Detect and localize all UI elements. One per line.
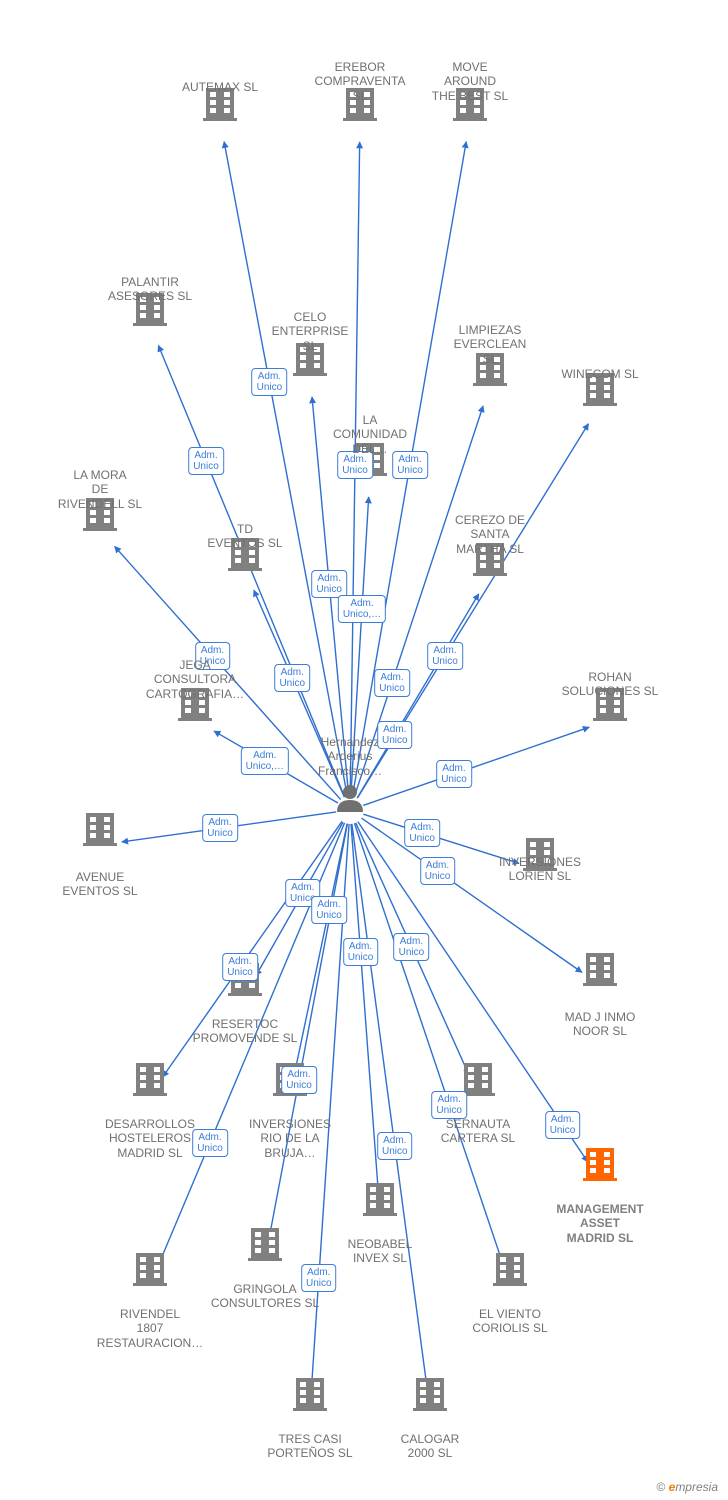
company-node-label[interactable]: RESERTOCPROMOVENDE SL: [193, 1017, 298, 1046]
company-node-label[interactable]: MAD J INMONOOR SL: [565, 1010, 636, 1039]
edge-label: Adm.Unico: [192, 1129, 228, 1157]
company-node-label[interactable]: RIVENDEL1807RESTAURACION…: [97, 1307, 203, 1350]
edge-label: Adm.Unico: [377, 721, 413, 749]
company-building-icon[interactable]: [248, 1228, 282, 1261]
edge-label: Adm.Unico: [431, 1091, 467, 1119]
company-node-label[interactable]: CALOGAR2000 SL: [401, 1432, 460, 1461]
company-node-label[interactable]: LACOMUNIDADDEL…: [333, 413, 407, 456]
company-building-icon[interactable]: [413, 1378, 447, 1411]
company-building-icon[interactable]: [133, 1063, 167, 1096]
company-building-icon[interactable]: [583, 1148, 617, 1181]
company-node-label[interactable]: PALANTIRASESORES SL: [108, 275, 192, 304]
company-building-icon[interactable]: [583, 953, 617, 986]
company-building-icon[interactable]: [133, 1253, 167, 1286]
company-node-label[interactable]: EREBORCOMPRAVENTASL: [315, 60, 406, 103]
edge-label: Adm.Unico: [436, 760, 472, 788]
company-node-label[interactable]: INVERSIONESRIO DE LABRUJA…: [249, 1117, 331, 1160]
copyright-symbol: ©: [656, 1480, 665, 1494]
company-node-label[interactable]: NEOBABELINVEX SL: [348, 1237, 413, 1266]
edge-label: Adm.Unico: [188, 447, 224, 475]
company-building-icon[interactable]: [363, 1183, 397, 1216]
company-node-label[interactable]: DESARROLLOSHOSTELEROSMADRID SL: [105, 1117, 195, 1160]
edge-label: Adm.Unico: [377, 1132, 413, 1160]
edge: [363, 814, 519, 863]
company-node-label[interactable]: MANAGEMENTASSETMADRID SL: [556, 1202, 643, 1245]
brand-rest: mpresia: [675, 1480, 718, 1494]
edge-label: Adm.Unico,…: [241, 747, 289, 775]
company-node-label[interactable]: ROHANSOLUCIONES SL: [562, 670, 659, 699]
copyright: © empresia: [656, 1480, 718, 1494]
company-node-label[interactable]: AUTEMAX SL: [182, 80, 258, 94]
company-node-label[interactable]: TDEVENTOS SL: [207, 522, 282, 551]
edge: [351, 824, 378, 1193]
company-node-label[interactable]: EL VIENTOCORIOLIS SL: [472, 1307, 547, 1336]
company-node-label[interactable]: CELOENTERPRISESL: [272, 310, 349, 353]
company-building-icon[interactable]: [493, 1253, 527, 1286]
edge-label: Adm.Unico: [545, 1111, 581, 1139]
company-node-label[interactable]: SERNAUTACARTERA SL: [441, 1117, 515, 1146]
edge-label: Adm.Unico: [427, 642, 463, 670]
edge-label: Adm.Unico: [281, 1066, 317, 1094]
edge-label: Adm.Unico: [222, 953, 258, 981]
company-building-icon[interactable]: [83, 813, 117, 846]
company-node-label[interactable]: INVERSIONESLORIEN SL: [499, 855, 581, 884]
edge-label: Adm.Unico: [311, 896, 347, 924]
company-node-label[interactable]: JEGACONSULTORACARTOGRAFIA…: [146, 658, 244, 701]
center-node-label: HernandezArderiusFrancisco…: [318, 735, 382, 778]
edge-label: Adm.Unico: [420, 857, 456, 885]
edge-label: Adm.Unico: [404, 819, 440, 847]
company-node-label[interactable]: WINECOM SL: [561, 367, 638, 381]
company-building-icon[interactable]: [293, 1378, 327, 1411]
edge-label: Adm.Unico: [202, 814, 238, 842]
company-node-label[interactable]: MOVEAROUNDTHE BEST SL: [432, 60, 508, 103]
edge-label: Adm.Unico: [374, 669, 410, 697]
company-node-label[interactable]: LIMPIEZASEVERCLEANSL: [454, 323, 527, 366]
edge-label: Adm.Unico: [394, 933, 430, 961]
company-node-label[interactable]: AVENUEEVENTOS SL: [62, 870, 137, 899]
company-node-label[interactable]: TRES CASIPORTEÑOS SL: [267, 1432, 352, 1461]
company-node-label[interactable]: CEREZO DESANTAMARTHA SL: [455, 513, 525, 556]
edge-label: Adm.Unico: [343, 938, 379, 966]
edge-label: Adm.Unico: [252, 368, 288, 396]
company-node-label[interactable]: GRINGOLACONSULTORES SL: [211, 1282, 319, 1311]
edge-label: Adm.Unico: [311, 570, 347, 598]
edge-label: Adm.Unico,…: [338, 595, 386, 623]
company-node-label[interactable]: LA MORADERIVENDELL SL: [58, 468, 142, 511]
edge-label: Adm.Unico: [274, 664, 310, 692]
